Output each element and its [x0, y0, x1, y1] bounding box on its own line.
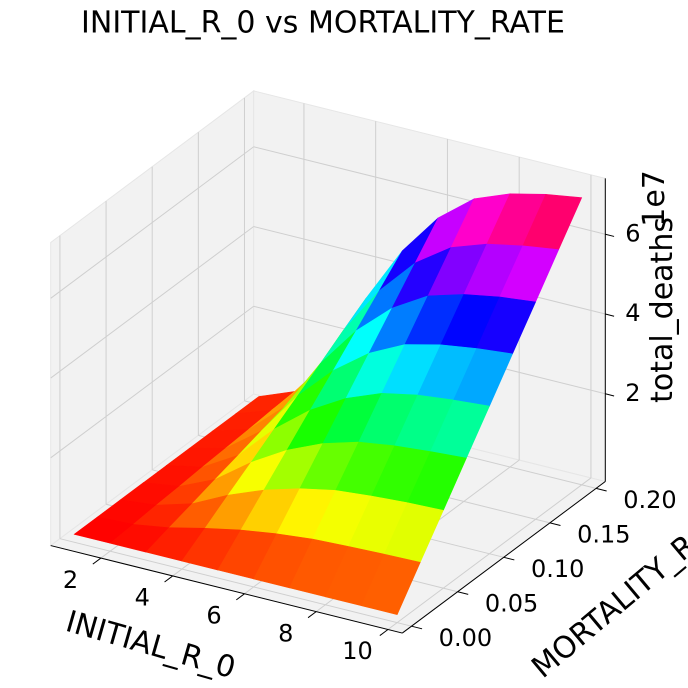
- x-tick-label: 4: [135, 584, 150, 612]
- grid-line: [50, 146, 255, 299]
- tick-mark: [92, 557, 102, 565]
- y-tick-label: 0.00: [439, 624, 492, 652]
- tick-mark: [605, 393, 615, 397]
- tick-mark: [307, 611, 317, 619]
- tick-mark: [605, 233, 615, 237]
- chart-title: INITIAL_R_0 vs MORTALITY_RATE: [81, 6, 565, 41]
- z-offset-label: 1e7: [637, 170, 672, 227]
- tick-mark: [379, 629, 389, 636]
- axis-line: [50, 545, 403, 634]
- x-tick-label: 2: [63, 566, 78, 594]
- z-tick-label: 6: [625, 219, 640, 247]
- grid-line: [50, 226, 255, 379]
- y-tick-label: 0.05: [485, 589, 538, 617]
- z-tick-label: 2: [625, 379, 640, 407]
- grid-line: [50, 305, 255, 459]
- tick-mark: [605, 313, 615, 317]
- y-tick-label: 0.20: [623, 486, 676, 514]
- z-axis-label: total_deaths: [645, 217, 680, 403]
- axis-line: [401, 481, 606, 634]
- y-tick-label: 0.10: [531, 555, 584, 583]
- tick-mark: [549, 522, 561, 526]
- x-tick-label: 6: [206, 602, 221, 630]
- tick-mark: [457, 591, 469, 595]
- tick-mark: [595, 487, 607, 492]
- grid-line: [59, 538, 412, 627]
- tick-mark: [164, 575, 173, 583]
- tick-mark: [236, 593, 245, 601]
- surface-patch: [360, 553, 421, 615]
- y-tick-label: 0.15: [577, 521, 630, 549]
- tick-mark: [503, 556, 515, 561]
- z-tick-label: 4: [625, 299, 640, 327]
- x-tick-label: 10: [342, 637, 373, 665]
- tick-mark: [411, 625, 423, 630]
- x-tick-label: 8: [278, 619, 293, 647]
